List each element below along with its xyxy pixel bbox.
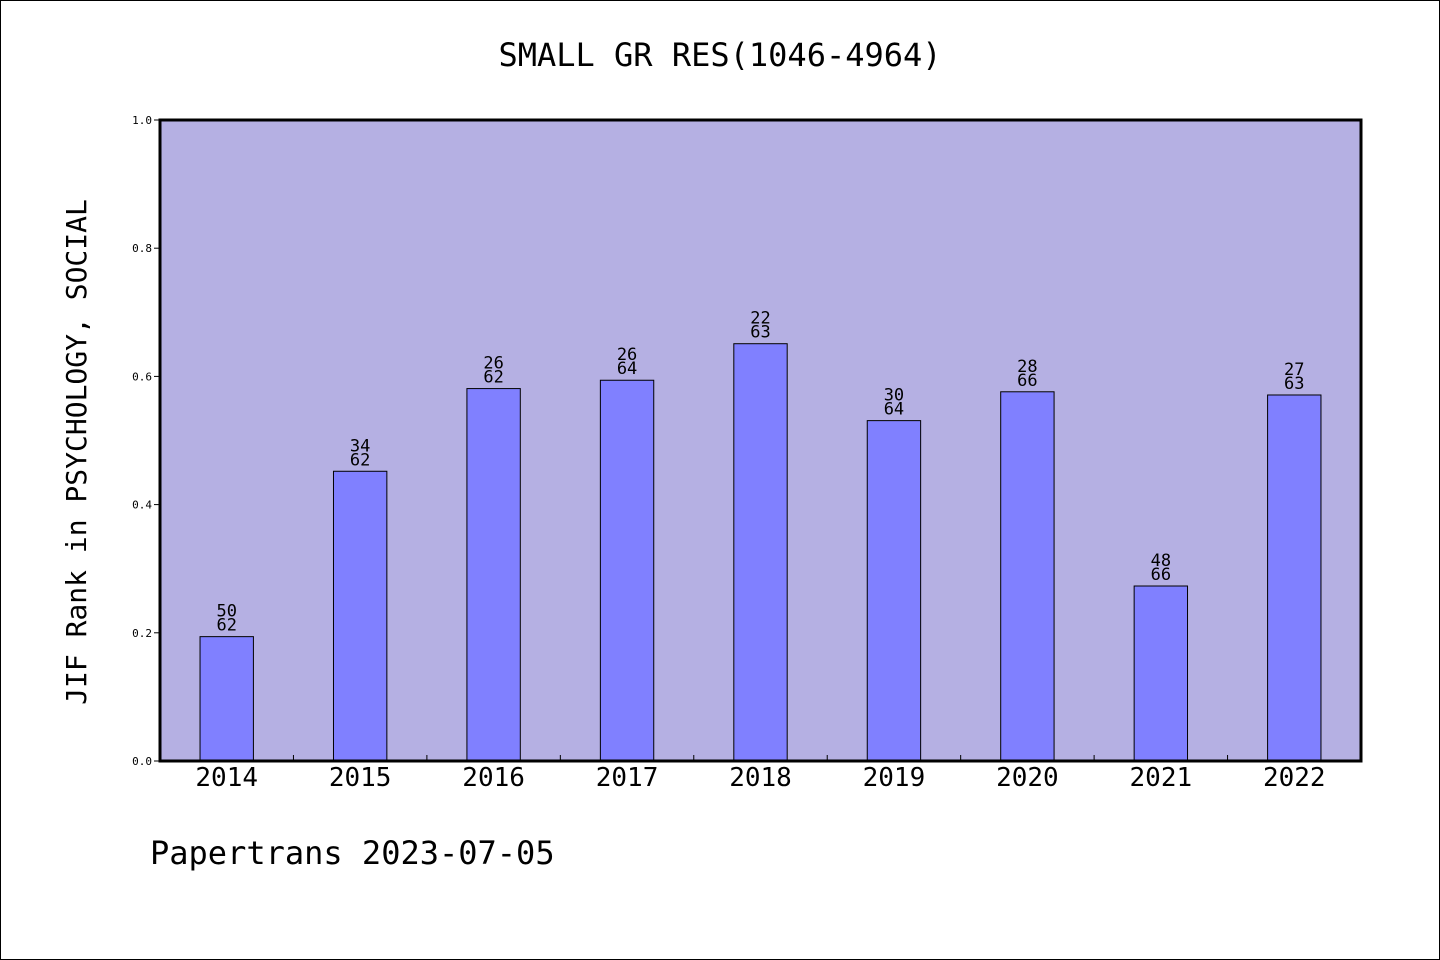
data-label-rank-2014: 50 — [216, 602, 236, 622]
bar-2020 — [1000, 391, 1055, 762]
data-label-total-2022: 63 — [1284, 374, 1304, 394]
data-label-total-2019: 64 — [884, 400, 904, 420]
bar-2021 — [1133, 585, 1189, 762]
data-label-rank-2021: 48 — [1151, 551, 1171, 571]
y-tick-label-0.4: 0.4 — [132, 499, 152, 512]
data-label-total-2015: 62 — [350, 450, 370, 470]
x-tick-label-2017: 2017 — [596, 763, 659, 793]
x-tick-label-2021: 2021 — [1130, 763, 1193, 793]
plot-border — [158, 118, 1363, 763]
data-label-rank-2020: 28 — [1017, 357, 1037, 377]
x-tick-label-2018: 2018 — [729, 763, 792, 793]
x-tick-label-2019: 2019 — [863, 763, 926, 793]
x-tick-label-2014: 2014 — [195, 763, 258, 793]
data-label-rank-2016: 26 — [483, 354, 503, 374]
data-label-rank-2015: 34 — [350, 436, 370, 456]
data-label-rank-2018: 22 — [750, 309, 770, 329]
data-label-total-2021: 66 — [1151, 565, 1171, 585]
data-label-total-2020: 66 — [1017, 371, 1037, 391]
chart-title: SMALL GR RES(1046-4964) — [498, 36, 941, 74]
bar-2022 — [1267, 394, 1322, 762]
data-label-total-2016: 62 — [483, 368, 503, 388]
bar-2016 — [466, 388, 521, 762]
y-tick-label-0.2: 0.2 — [132, 627, 152, 640]
bar-2014 — [199, 636, 254, 762]
data-label-rank-2019: 30 — [884, 386, 904, 406]
bar-2019 — [866, 420, 922, 762]
y-axis-label: JIF Rank in PSYCHOLOGY, SOCIAL — [60, 199, 93, 705]
bar-2018 — [733, 343, 788, 762]
x-tick-label-2022: 2022 — [1263, 763, 1326, 793]
data-label-total-2017: 64 — [617, 359, 637, 379]
data-label-rank-2017: 26 — [617, 345, 637, 365]
data-label-total-2018: 63 — [750, 323, 770, 343]
x-tick-label-2015: 2015 — [329, 763, 392, 793]
bar-2017 — [599, 379, 655, 762]
y-tick-label-1.0: 1.0 — [132, 114, 152, 127]
plot-area: 5062346226622664226330642866486627630.00… — [132, 114, 1363, 793]
x-tick-label-2016: 2016 — [462, 763, 525, 793]
footer-credit: Papertrans 2023-07-05 — [150, 834, 555, 872]
x-tick-label-2020: 2020 — [996, 763, 1059, 793]
y-tick-label-0.0: 0.0 — [132, 755, 152, 768]
bar-2015 — [332, 470, 388, 762]
y-tick-label-0.6: 0.6 — [132, 370, 152, 383]
data-label-rank-2022: 27 — [1284, 360, 1304, 380]
y-tick-label-0.8: 0.8 — [132, 242, 152, 255]
data-label-total-2014: 62 — [216, 616, 236, 636]
